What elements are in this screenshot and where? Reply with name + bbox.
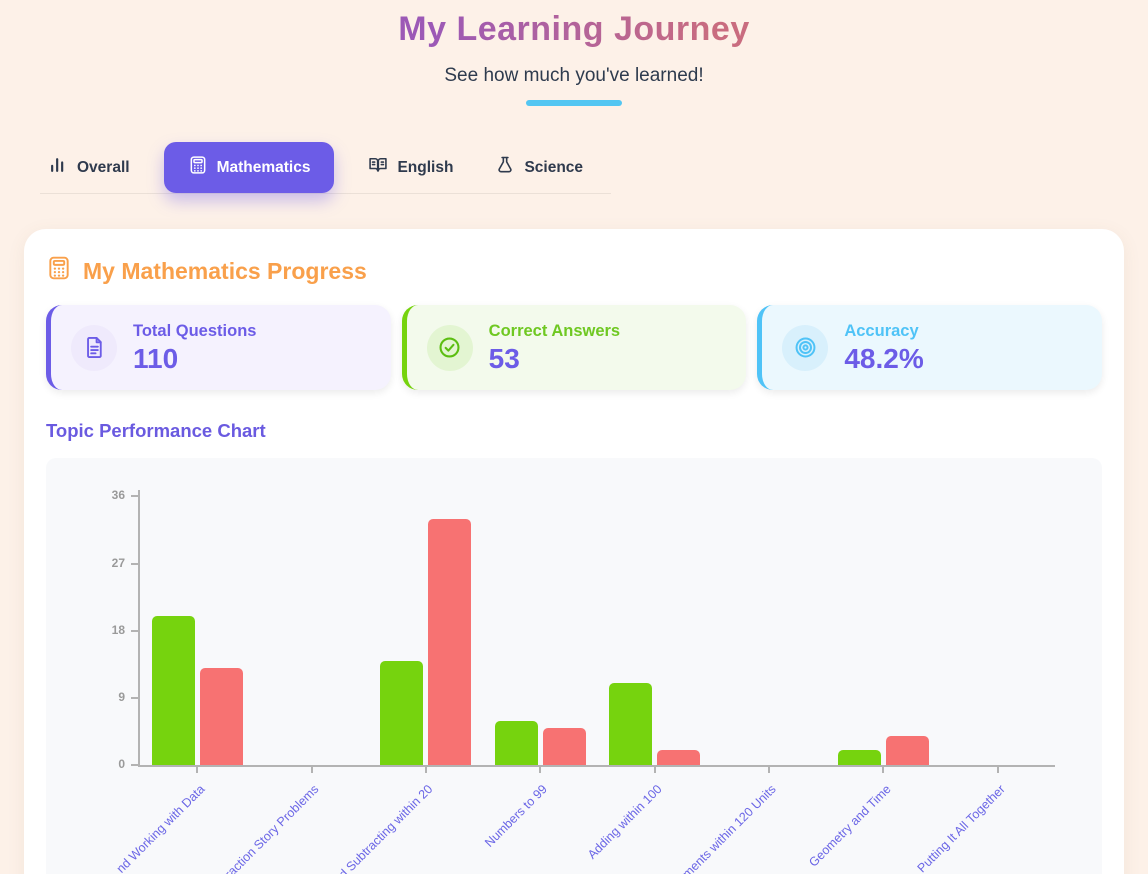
stat-total-questions: Total Questions 110 bbox=[46, 305, 391, 391]
x-tick-mark bbox=[882, 767, 885, 774]
x-axis-label-text: Geometry and Time bbox=[805, 782, 894, 870]
chart-heading: Topic Performance Chart bbox=[46, 420, 266, 442]
y-axis-line bbox=[138, 490, 140, 768]
stat-text: Accuracy 48.2% bbox=[844, 322, 923, 373]
bar-correct bbox=[609, 683, 653, 766]
y-tick-mark bbox=[131, 764, 138, 767]
stat-value: 53 bbox=[488, 343, 520, 374]
card-heading: My Mathematics Progress bbox=[46, 255, 1102, 287]
y-tick-mark bbox=[131, 495, 138, 498]
page-header: My Learning Journey See how much you've … bbox=[0, 0, 1148, 106]
x-tick-mark bbox=[310, 767, 313, 774]
y-tick-label: 0 bbox=[118, 757, 125, 772]
bar-correct bbox=[837, 750, 881, 766]
mathematics-progress-card: My Mathematics Progress Total Questions … bbox=[24, 229, 1124, 874]
subject-tabs: Overall Mathematics bbox=[40, 142, 612, 194]
stat-text: Correct Answers 53 bbox=[489, 322, 620, 373]
x-tick-mark bbox=[996, 767, 999, 774]
x-axis-label-text: Adding within 100 bbox=[584, 782, 665, 863]
tab-mathematics[interactable]: Mathematics bbox=[163, 142, 335, 193]
y-tick-label: 9 bbox=[118, 690, 125, 705]
bar-incorrect bbox=[199, 668, 243, 766]
bar-incorrect bbox=[885, 735, 929, 766]
check-circle-icon bbox=[426, 324, 473, 371]
bar-incorrect bbox=[428, 518, 472, 766]
bar-incorrect bbox=[542, 728, 586, 766]
stat-value: 110 bbox=[133, 343, 179, 374]
y-tick-label: 27 bbox=[111, 555, 125, 570]
y-tick-label: 36 bbox=[111, 488, 125, 503]
tab-english[interactable]: English bbox=[360, 142, 461, 193]
y-tick-mark bbox=[131, 697, 138, 700]
target-icon bbox=[782, 324, 829, 371]
x-tick-mark bbox=[653, 767, 656, 774]
tab-science[interactable]: Science bbox=[487, 142, 591, 193]
title-underline bbox=[526, 100, 622, 106]
page-subtitle: See how much you've learned! bbox=[444, 65, 704, 86]
card-heading-text: My Mathematics Progress bbox=[83, 257, 367, 284]
bar-correct bbox=[494, 720, 538, 766]
x-axis-line bbox=[138, 765, 1055, 768]
stat-label: Accuracy bbox=[844, 322, 919, 340]
tab-label: Science bbox=[524, 158, 584, 176]
page-title: My Learning Journey bbox=[398, 10, 750, 48]
y-tick-label: 18 bbox=[111, 622, 125, 637]
x-axis-label-text: raction Story Problems bbox=[222, 782, 322, 874]
open-book-icon bbox=[368, 155, 388, 180]
x-tick-mark bbox=[768, 767, 771, 774]
x-tick-mark bbox=[539, 767, 542, 774]
x-axis-label-text: Numbers to 99 bbox=[482, 782, 551, 851]
x-tick-mark bbox=[196, 767, 199, 774]
stat-label: Total Questions bbox=[133, 322, 257, 340]
tab-label: Overall bbox=[77, 158, 130, 176]
bar-chart-icon bbox=[48, 155, 68, 180]
y-tick-mark bbox=[131, 562, 138, 565]
flask-icon bbox=[495, 155, 515, 180]
bar-correct bbox=[151, 615, 195, 766]
x-tick-mark bbox=[424, 767, 427, 774]
x-axis-label-text: ments within 120 Units bbox=[680, 782, 780, 874]
calculator-icon bbox=[46, 255, 72, 287]
x-axis-label-text: Putting It All Together bbox=[914, 782, 1008, 874]
tab-label: Mathematics bbox=[216, 158, 311, 176]
tab-label: English bbox=[397, 158, 454, 176]
stat-label: Correct Answers bbox=[488, 322, 621, 340]
stats-row: Total Questions 110 Correct Answers 53 bbox=[46, 305, 1103, 391]
stat-value: 48.2% bbox=[844, 343, 924, 374]
y-tick-mark bbox=[131, 629, 138, 632]
stat-correct-answers: Correct Answers 53 bbox=[401, 305, 747, 391]
bar-incorrect bbox=[657, 750, 701, 766]
stat-text: Total Questions 110 bbox=[133, 322, 256, 373]
document-icon bbox=[71, 324, 117, 371]
calculator-icon bbox=[188, 155, 208, 180]
bar-correct bbox=[380, 660, 424, 766]
x-axis-label-text: nd Working with Data bbox=[113, 782, 208, 874]
stat-accuracy: Accuracy 48.2% bbox=[757, 305, 1103, 391]
tab-overall[interactable]: Overall bbox=[40, 142, 138, 193]
x-axis-label-text: d Subtracting within 20 bbox=[336, 782, 436, 874]
topic-performance-chart: 0 9 18 27 36 nd Working with Data raction Stor… bbox=[46, 458, 1102, 874]
